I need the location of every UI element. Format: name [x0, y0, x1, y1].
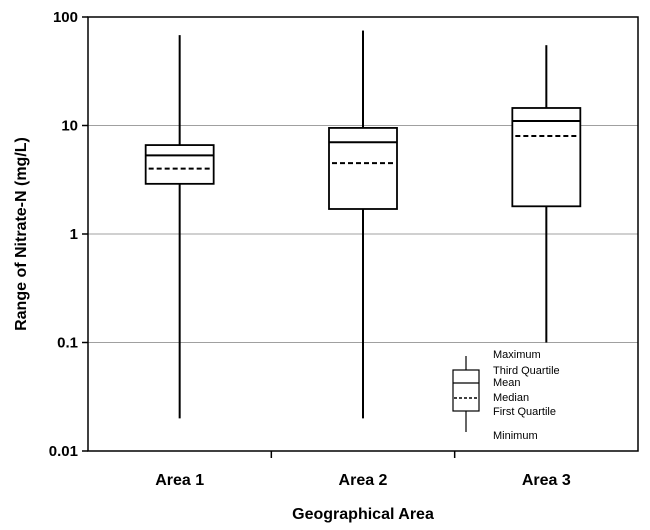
x-axis-ticks: Area 1 Area 2 Area 3	[155, 451, 571, 489]
y-tick-label: 0.1	[57, 335, 78, 352]
x-tick-label: Area 1	[155, 472, 204, 489]
y-tick-label: 10	[61, 118, 78, 135]
legend-label: Maximum	[493, 349, 541, 361]
box-1	[144, 35, 215, 419]
box-iqr	[511, 107, 582, 208]
x-tick-label: Area 2	[339, 472, 388, 489]
boxes	[144, 30, 582, 419]
legend-label: Median	[493, 392, 529, 404]
y-tick-label: 1	[70, 226, 78, 243]
legend-label: First Quartile	[493, 406, 556, 418]
legend-label: Mean	[493, 377, 521, 389]
box-2	[328, 30, 398, 419]
box-iqr	[328, 127, 398, 210]
box-3	[511, 45, 582, 343]
y-tick-label: 0.01	[49, 443, 78, 460]
legend-box	[452, 369, 480, 412]
x-tick-label: Area 3	[522, 472, 571, 489]
box-iqr	[144, 144, 215, 185]
y-axis-title: Range of Nitrate-N (mg/L)	[13, 137, 30, 331]
x-axis-title: Geographical Area	[292, 506, 434, 523]
legend-label: Third Quartile	[493, 365, 560, 377]
y-axis-ticks: 0.01 0.1 1 10 100	[49, 9, 88, 460]
legend-label: Minimum	[493, 430, 538, 442]
y-tick-label: 100	[53, 9, 78, 26]
